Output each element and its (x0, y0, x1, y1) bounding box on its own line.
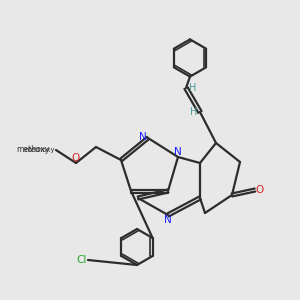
Text: methoxy: methoxy (16, 146, 50, 154)
Text: Cl: Cl (76, 255, 87, 265)
Text: N: N (173, 147, 181, 157)
Text: N: N (164, 215, 172, 225)
Text: O: O (255, 185, 264, 195)
Text: methoxy: methoxy (24, 147, 55, 153)
Text: H: H (190, 107, 197, 117)
Text: O: O (72, 153, 80, 163)
Text: H: H (189, 83, 196, 93)
Text: N: N (139, 131, 146, 142)
